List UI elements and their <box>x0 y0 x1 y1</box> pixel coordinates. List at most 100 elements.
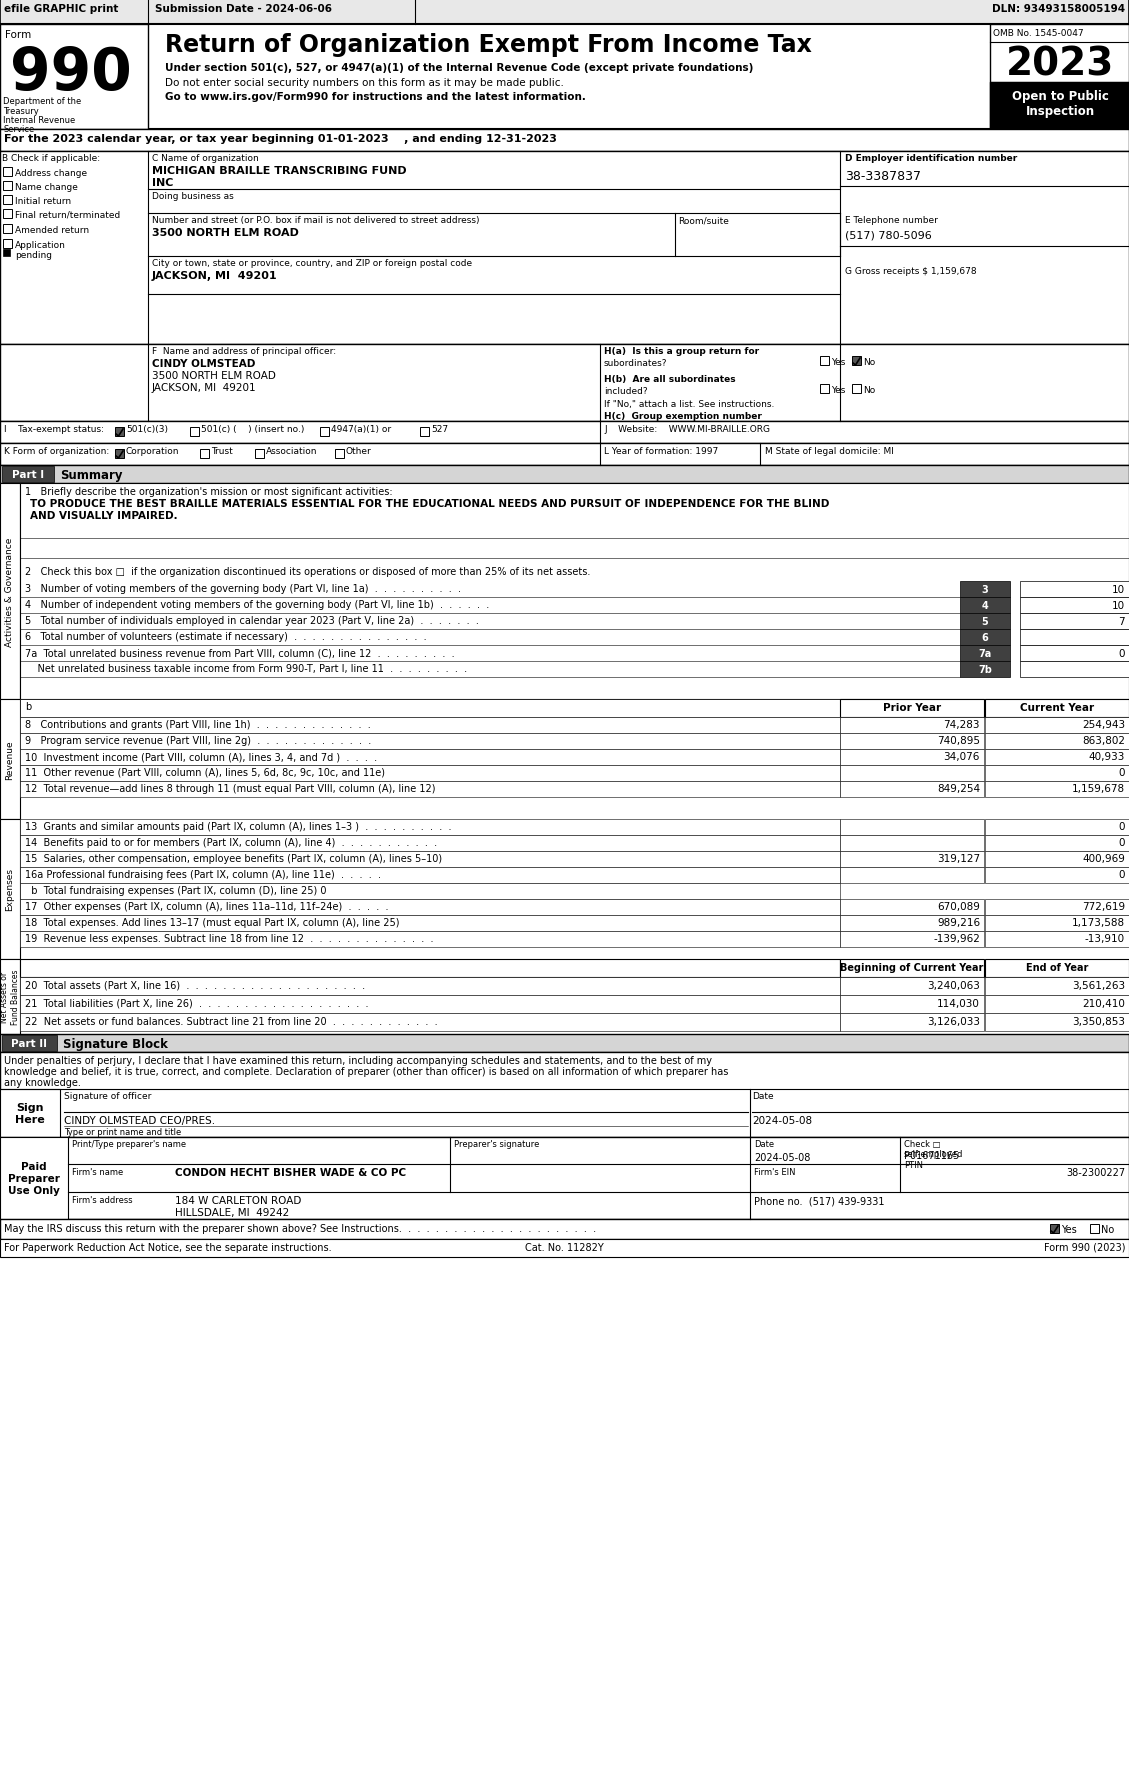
Text: 19  Revenue less expenses. Subtract line 18 from line 12  .  .  .  .  .  .  .  .: 19 Revenue less expenses. Subtract line … <box>25 934 434 943</box>
Text: 6: 6 <box>981 633 988 643</box>
Text: 501(c)(3): 501(c)(3) <box>126 424 168 433</box>
Text: Address change: Address change <box>15 169 87 178</box>
Text: Submission Date - 2024-06-06: Submission Date - 2024-06-06 <box>155 4 332 14</box>
Text: 772,619: 772,619 <box>1082 902 1124 911</box>
Text: Doing business as: Doing business as <box>152 192 234 201</box>
Text: pending: pending <box>15 251 52 260</box>
Text: 7a  Total unrelated business revenue from Part VIII, column (C), line 12  .  .  : 7a Total unrelated business revenue from… <box>25 647 455 658</box>
Text: Preparer's signature: Preparer's signature <box>454 1139 540 1148</box>
Text: 319,127: 319,127 <box>937 854 980 864</box>
Bar <box>840 700 984 718</box>
Bar <box>0 25 1129 130</box>
Text: Cat. No. 11282Y: Cat. No. 11282Y <box>525 1242 603 1253</box>
Bar <box>0 1089 60 1137</box>
Text: b  Total fundraising expenses (Part IX, column (D), line 25) 0: b Total fundraising expenses (Part IX, c… <box>25 886 326 896</box>
Bar <box>820 385 829 394</box>
Bar <box>20 916 840 932</box>
Text: 38-3387837: 38-3387837 <box>844 169 921 184</box>
Text: 3,240,063: 3,240,063 <box>927 980 980 991</box>
Text: 184 W CARLETON ROAD: 184 W CARLETON ROAD <box>175 1196 301 1205</box>
Text: Current Year: Current Year <box>1019 702 1094 713</box>
Bar <box>115 449 124 458</box>
Bar <box>1019 597 1129 613</box>
Text: JACKSON, MI  49201: JACKSON, MI 49201 <box>152 271 278 282</box>
Bar <box>0 1034 1129 1053</box>
Text: 0: 0 <box>1119 649 1124 659</box>
Text: 989,216: 989,216 <box>937 918 980 927</box>
Text: H(a)  Is this a group return for: H(a) Is this a group return for <box>604 347 759 356</box>
Bar <box>0 465 1129 483</box>
Text: Treasury: Treasury <box>3 107 38 116</box>
Bar <box>960 645 1010 661</box>
Text: TO PRODUCE THE BEST BRAILLE MATERIALS ESSENTIAL FOR THE EDUCATIONAL NEEDS AND PU: TO PRODUCE THE BEST BRAILLE MATERIALS ES… <box>30 499 830 508</box>
Bar <box>320 428 329 437</box>
Text: Amended return: Amended return <box>15 226 89 235</box>
Text: No: No <box>863 385 875 396</box>
Text: Print/Type preparer's name: Print/Type preparer's name <box>72 1139 186 1148</box>
Text: 3   Number of voting members of the governing body (Part VI, line 1a)  .  .  .  : 3 Number of voting members of the govern… <box>25 584 461 593</box>
Text: 10  Investment income (Part VIII, column (A), lines 3, 4, and 7d )  .  .  .  .: 10 Investment income (Part VIII, column … <box>25 752 377 761</box>
Text: City or town, state or province, country, and ZIP or foreign postal code: City or town, state or province, country… <box>152 258 472 267</box>
Bar <box>984 734 1129 750</box>
Text: L Year of formation: 1997: L Year of formation: 1997 <box>604 447 718 456</box>
Bar <box>0 1137 1129 1219</box>
Text: 740,895: 740,895 <box>937 736 980 745</box>
Bar <box>200 449 209 458</box>
Bar <box>20 820 840 836</box>
Text: 3500 NORTH ELM ROAD: 3500 NORTH ELM ROAD <box>152 371 275 381</box>
Bar <box>1019 613 1129 629</box>
Text: Part II: Part II <box>11 1039 47 1048</box>
Text: 7a: 7a <box>979 649 991 659</box>
Bar <box>852 356 861 365</box>
Bar <box>20 978 840 996</box>
Text: K Form of organization:: K Form of organization: <box>5 447 110 456</box>
Bar <box>0 151 1129 344</box>
Text: 2024-05-08: 2024-05-08 <box>754 1153 811 1162</box>
Text: 2   Check this box □  if the organization discontinued its operations or dispose: 2 Check this box □ if the organization d… <box>25 567 590 577</box>
Bar <box>840 932 984 948</box>
Bar <box>115 428 124 437</box>
Text: 3,561,263: 3,561,263 <box>1071 980 1124 991</box>
Bar <box>840 782 984 798</box>
Text: 18  Total expenses. Add lines 13–17 (must equal Part IX, column (A), line 25): 18 Total expenses. Add lines 13–17 (must… <box>25 918 400 927</box>
Text: 4   Number of independent voting members of the governing body (Part VI, line 1b: 4 Number of independent voting members o… <box>25 601 489 609</box>
Text: 4947(a)(1) or: 4947(a)(1) or <box>331 424 391 433</box>
Text: DLN: 93493158005194: DLN: 93493158005194 <box>992 4 1124 14</box>
Bar <box>3 196 12 205</box>
Text: Type or print name and title: Type or print name and title <box>64 1128 182 1137</box>
Text: G Gross receipts $ 1,159,678: G Gross receipts $ 1,159,678 <box>844 267 977 276</box>
Bar <box>960 613 1010 629</box>
Text: 670,089: 670,089 <box>937 902 980 911</box>
Bar <box>20 483 1129 700</box>
Text: Expenses: Expenses <box>6 868 15 911</box>
Text: Application: Application <box>15 241 65 249</box>
Text: 527: 527 <box>431 424 448 433</box>
Bar <box>3 249 10 257</box>
Text: included?: included? <box>604 387 648 396</box>
Text: Trust: Trust <box>211 447 233 456</box>
Text: Beginning of Current Year: Beginning of Current Year <box>840 962 983 973</box>
Text: 11  Other revenue (Part VIII, column (A), lines 5, 6d, 8c, 9c, 10c, and 11e): 11 Other revenue (Part VIII, column (A),… <box>25 768 385 777</box>
Bar <box>0 700 20 820</box>
Text: Firm's address: Firm's address <box>72 1196 132 1205</box>
Bar <box>3 168 12 176</box>
Text: Other: Other <box>345 447 371 456</box>
Text: 4: 4 <box>981 601 988 611</box>
Bar <box>20 900 840 916</box>
Bar <box>840 820 984 836</box>
Text: 3,350,853: 3,350,853 <box>1073 1016 1124 1026</box>
Text: Firm's EIN: Firm's EIN <box>754 1167 796 1176</box>
Bar <box>0 1219 1129 1238</box>
Text: Service: Service <box>3 125 34 134</box>
Bar <box>984 916 1129 932</box>
Text: M State of legal domicile: MI: M State of legal domicile: MI <box>765 447 894 456</box>
Text: D Employer identification number: D Employer identification number <box>844 153 1017 162</box>
Bar <box>0 130 1129 151</box>
Text: Initial return: Initial return <box>15 196 71 207</box>
Bar <box>0 1053 1129 1137</box>
Text: Under section 501(c), 527, or 4947(a)(1) of the Internal Revenue Code (except pr: Under section 501(c), 527, or 4947(a)(1)… <box>165 62 753 73</box>
Text: Activities & Governance: Activities & Governance <box>6 536 15 647</box>
Text: For the 2023 calendar year, or tax year beginning 01-01-2023    , and ending 12-: For the 2023 calendar year, or tax year … <box>5 134 557 144</box>
Text: Net Assets or
Fund Balances: Net Assets or Fund Balances <box>0 969 20 1025</box>
Bar <box>840 734 984 750</box>
